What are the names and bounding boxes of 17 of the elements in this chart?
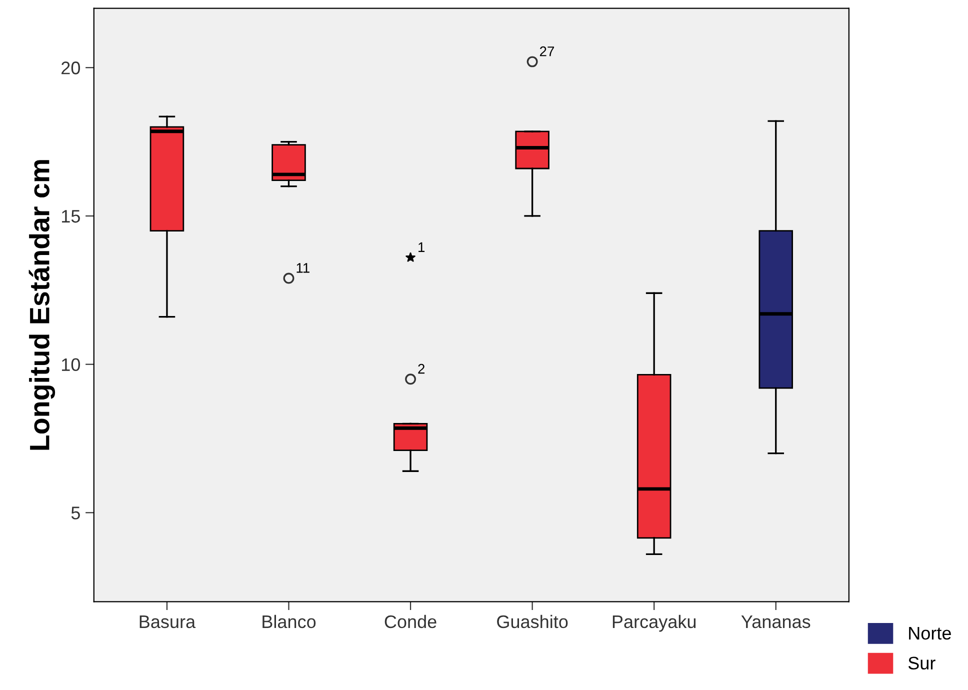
y-tick-label: 20 — [62, 62, 80, 74]
x-tick-label: Basura — [140, 616, 196, 628]
y-axis-title: Longitud Estándar cm — [28, 160, 56, 450]
x-tick-label: Conde — [384, 614, 436, 628]
y-tick-label: 15 — [62, 210, 80, 223]
legend-label: Norte — [909, 627, 951, 640]
annotation: 11 — [296, 263, 310, 273]
y-tick-label: 5 — [71, 506, 80, 520]
annotation: 1 — [418, 242, 425, 252]
x-tick-label: Parcayaku — [612, 614, 696, 632]
x-tick-label: Guashito — [497, 614, 568, 628]
y-tick-label: 10 — [62, 358, 80, 372]
annotation: 27 — [540, 46, 554, 56]
legend-label: Sur — [908, 656, 936, 670]
annotation: 2 — [418, 364, 424, 374]
x-tick-label: Yananas — [741, 616, 810, 628]
x-tick-label: Blanco — [262, 614, 316, 628]
